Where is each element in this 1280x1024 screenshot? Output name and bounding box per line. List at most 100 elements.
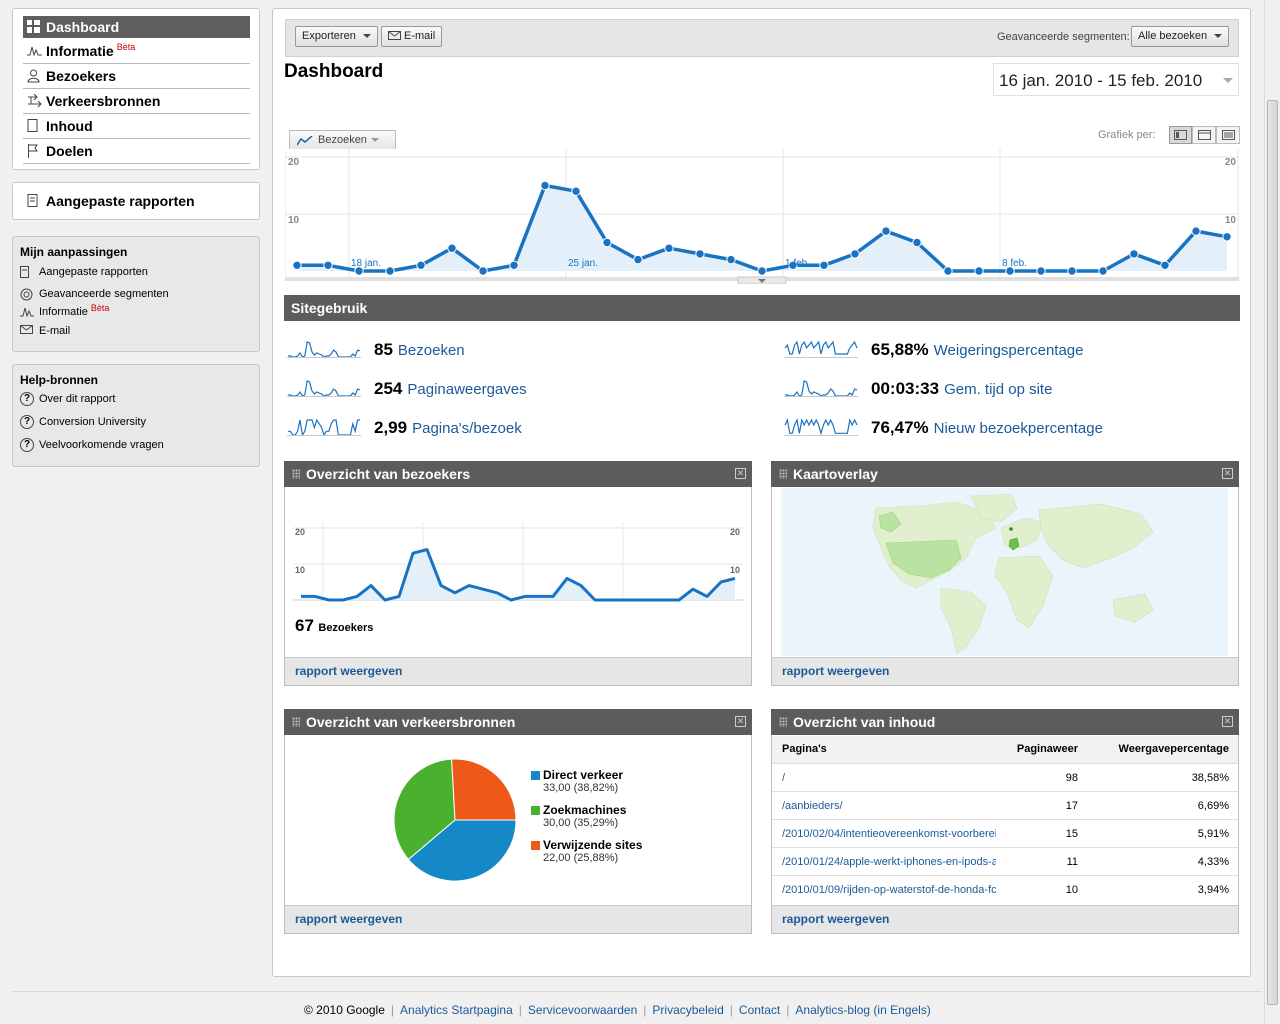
nav-doelen[interactable]: Doelen bbox=[23, 139, 250, 164]
footer-separator: | bbox=[643, 1003, 647, 1017]
scrollbar-thumb[interactable] bbox=[1267, 100, 1278, 1005]
data-point[interactable] bbox=[695, 249, 705, 259]
date-range-picker[interactable]: 16 jan. 2010 - 15 feb. 2010 bbox=[993, 63, 1239, 96]
data-point[interactable] bbox=[850, 249, 860, 259]
visitors-overview-header[interactable]: Overzicht van bezoekers ✕ bbox=[284, 461, 752, 487]
footer-link-home[interactable]: Analytics Startpagina bbox=[400, 1003, 513, 1017]
data-point[interactable] bbox=[1191, 226, 1201, 236]
footer-link-privacy[interactable]: Privacybeleid bbox=[652, 1003, 724, 1017]
data-point[interactable] bbox=[819, 260, 829, 271]
nav-dashboard[interactable]: Dashboard bbox=[23, 16, 250, 38]
close-icon[interactable]: ✕ bbox=[735, 468, 746, 479]
page-link[interactable]: /2010/01/24/apple-werkt-iphones-en-ipods… bbox=[782, 856, 996, 868]
drag-handle-icon[interactable] bbox=[779, 469, 787, 479]
visits-chart[interactable]: 20 10 20 10 18 jan. 25 jan. 1 feb. 8 feb… bbox=[285, 149, 1239, 284]
link-about-report[interactable]: ? Over dit rapport bbox=[20, 391, 115, 407]
footer-link-contact[interactable]: Contact bbox=[738, 1003, 781, 1017]
drag-handle-icon[interactable] bbox=[292, 469, 300, 479]
metric-pageviews[interactable]: 254 Paginaweergaves bbox=[374, 378, 527, 400]
data-point[interactable] bbox=[1036, 266, 1046, 276]
export-button[interactable]: Exporteren bbox=[295, 26, 378, 47]
data-point[interactable] bbox=[416, 260, 426, 271]
graph-by-day-button[interactable] bbox=[1169, 126, 1192, 144]
email-button[interactable]: E-mail bbox=[381, 26, 443, 47]
data-point[interactable] bbox=[540, 180, 550, 191]
data-point[interactable] bbox=[1129, 249, 1139, 259]
metric-pages-per-visit[interactable]: 2,99 Pagina's/bezoek bbox=[374, 417, 522, 439]
link-email[interactable]: E-mail bbox=[20, 323, 70, 339]
page-link[interactable]: /2010/02/04/intentieovereenkomst-voorber… bbox=[782, 828, 996, 840]
link-custom-reports[interactable]: Aangepaste rapporten bbox=[20, 264, 148, 280]
page-link[interactable]: / bbox=[782, 772, 786, 784]
data-point[interactable] bbox=[1098, 266, 1108, 276]
world-map[interactable] bbox=[781, 488, 1228, 656]
metric-avg-time[interactable]: 00:03:33 Gem. tijd op site bbox=[871, 378, 1052, 400]
data-point[interactable] bbox=[757, 266, 767, 276]
data-point[interactable] bbox=[881, 226, 891, 236]
data-point[interactable] bbox=[385, 266, 395, 276]
traffic-sources-pie[interactable] bbox=[390, 755, 520, 885]
column-pages[interactable]: Pagina's bbox=[782, 743, 827, 755]
pie-slice-search[interactable] bbox=[393, 758, 456, 861]
nav-bezoekers[interactable]: Bezoekers bbox=[23, 64, 250, 89]
pie-slice-direct[interactable] bbox=[407, 819, 517, 882]
close-icon[interactable]: ✕ bbox=[1222, 716, 1233, 727]
nav-verkeersbronnen-label: Verkeersbronnen bbox=[46, 93, 161, 109]
data-point[interactable] bbox=[602, 237, 612, 248]
data-point[interactable] bbox=[323, 260, 333, 271]
pie-slice-referral[interactable] bbox=[451, 758, 517, 821]
page-link[interactable]: /aanbieders/ bbox=[782, 800, 843, 812]
legend-item-direct: Direct verkeer 33,00 (38,82%) bbox=[531, 768, 623, 794]
graph-by-month-button[interactable] bbox=[1216, 126, 1240, 144]
link-intelligence[interactable]: Informatie Bèta bbox=[20, 303, 109, 320]
map-report-link[interactable]: rapport weergeven bbox=[782, 664, 890, 678]
data-point[interactable] bbox=[664, 243, 674, 253]
link-faq[interactable]: ? Veelvoorkomende vragen bbox=[20, 437, 164, 453]
data-point[interactable] bbox=[1005, 266, 1015, 276]
traffic-sources-header[interactable]: Overzicht van verkeersbronnen ✕ bbox=[284, 709, 752, 735]
column-percentage[interactable]: Weergavepercentage bbox=[1118, 743, 1229, 755]
content-overview-header[interactable]: Overzicht van inhoud ✕ bbox=[771, 709, 1239, 735]
data-point[interactable] bbox=[726, 254, 736, 265]
data-point[interactable] bbox=[571, 186, 581, 196]
data-point[interactable] bbox=[1067, 266, 1077, 276]
data-point[interactable] bbox=[447, 243, 457, 253]
data-point[interactable] bbox=[509, 260, 519, 271]
page-link[interactable]: /2010/01/09/rijden-op-waterstof-de-honda… bbox=[782, 884, 996, 896]
metric-visits[interactable]: 85 Bezoeken bbox=[374, 339, 465, 361]
traffic-report-link[interactable]: rapport weergeven bbox=[295, 912, 403, 926]
data-point[interactable] bbox=[943, 266, 953, 276]
footer-link-terms[interactable]: Servicevoorwaarden bbox=[527, 1003, 638, 1017]
page-scrollbar[interactable] bbox=[1264, 0, 1280, 1024]
content-report-link[interactable]: rapport weergeven bbox=[782, 912, 890, 926]
nav-informatie[interactable]: Informatie Bèta bbox=[23, 39, 250, 64]
graph-by-week-button[interactable] bbox=[1192, 126, 1216, 144]
data-point[interactable] bbox=[633, 254, 643, 265]
footer-link-blog[interactable]: Analytics-blog (in Engels) bbox=[795, 1003, 931, 1017]
data-point[interactable] bbox=[478, 266, 488, 276]
nav-inhoud[interactable]: Inhoud bbox=[23, 114, 250, 139]
link-advanced-segments[interactable]: Geavanceerde segmenten bbox=[20, 286, 169, 302]
drag-handle-icon[interactable] bbox=[779, 717, 787, 727]
data-point[interactable] bbox=[788, 260, 798, 271]
chart-expand-handle[interactable] bbox=[737, 276, 787, 284]
map-overlay-header[interactable]: Kaartoverlay ✕ bbox=[771, 461, 1239, 487]
data-point[interactable] bbox=[354, 266, 364, 276]
metric-new-visits[interactable]: 76,47% Nieuw bezoekpercentage bbox=[871, 417, 1103, 439]
link-conversion-university[interactable]: ? Conversion University bbox=[20, 414, 146, 430]
nav-custom-reports[interactable]: Aangepaste rapporten bbox=[23, 189, 250, 214]
close-icon[interactable]: ✕ bbox=[735, 716, 746, 727]
data-point[interactable] bbox=[1160, 260, 1170, 271]
drag-handle-icon[interactable] bbox=[292, 717, 300, 727]
metric-selector-button[interactable]: Bezoeken bbox=[289, 130, 396, 150]
data-point[interactable] bbox=[912, 237, 922, 248]
data-point[interactable] bbox=[974, 266, 984, 276]
column-pageviews[interactable]: Paginaweer bbox=[1016, 743, 1078, 755]
close-icon[interactable]: ✕ bbox=[1222, 468, 1233, 479]
metric-bounce-rate[interactable]: 65,88% Weigeringspercentage bbox=[871, 339, 1084, 361]
data-point[interactable] bbox=[292, 260, 302, 271]
visitors-report-link[interactable]: rapport weergeven bbox=[295, 664, 403, 678]
data-point[interactable] bbox=[1222, 232, 1232, 242]
segments-dropdown[interactable]: Alle bezoeken bbox=[1131, 26, 1230, 47]
nav-verkeersbronnen[interactable]: Verkeersbronnen bbox=[23, 89, 250, 114]
